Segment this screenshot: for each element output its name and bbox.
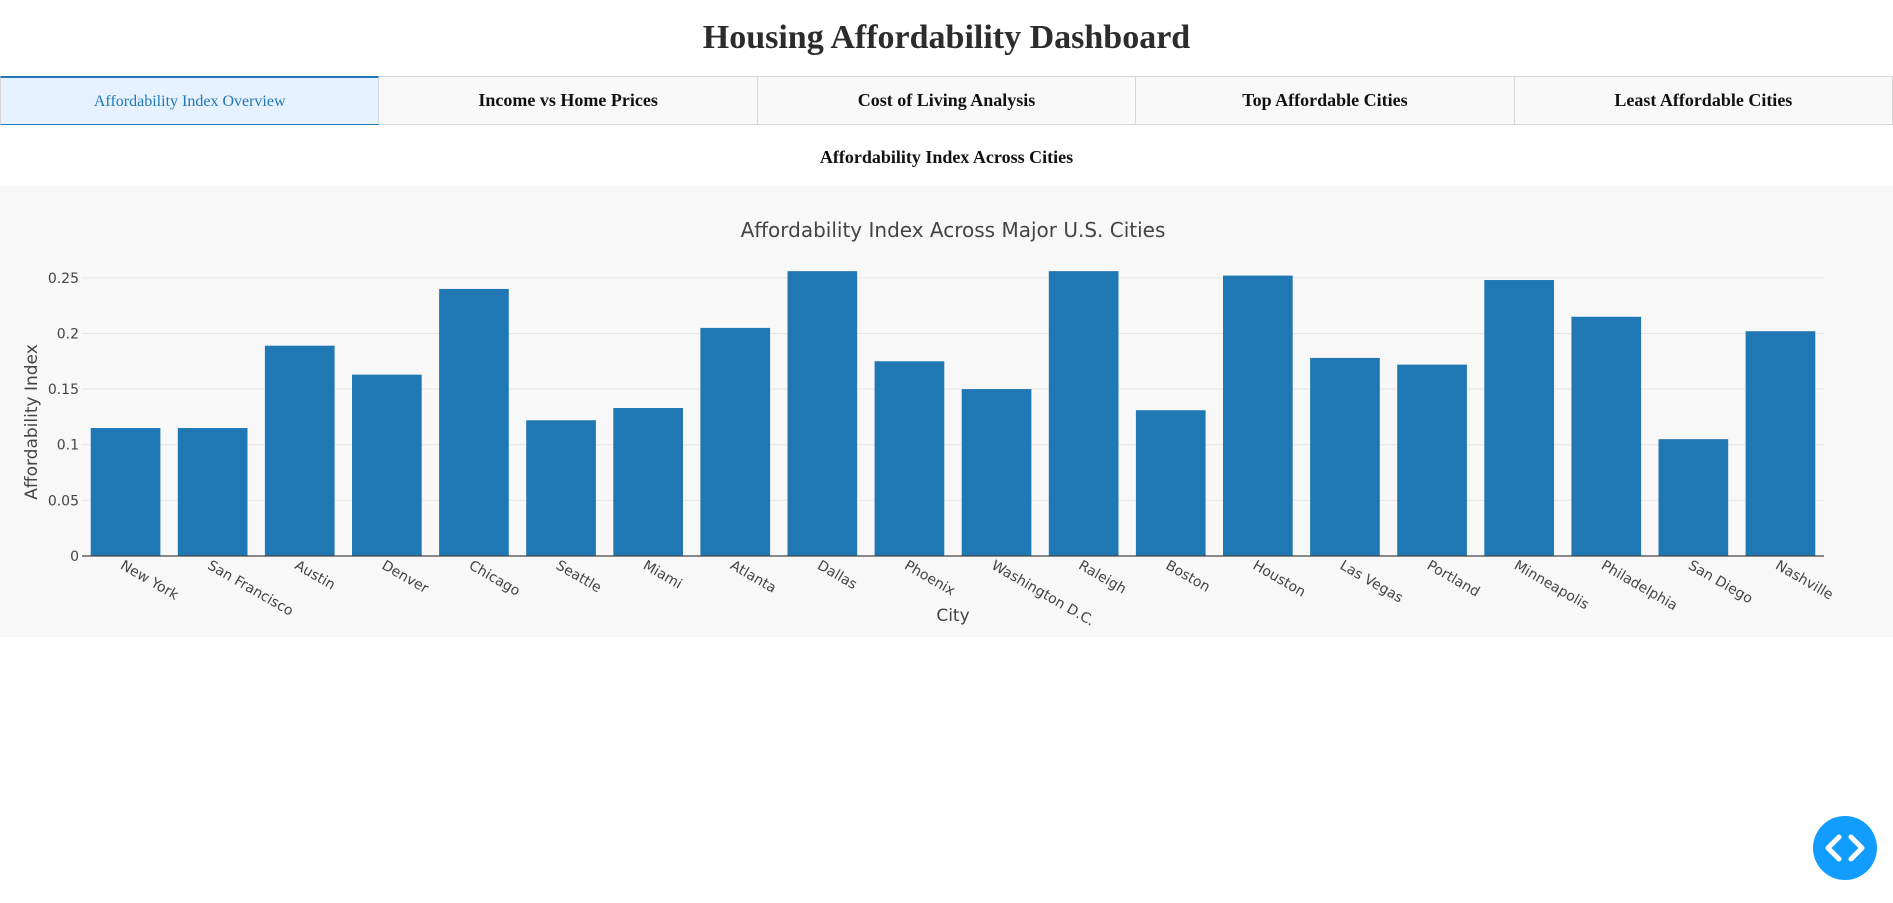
bar-atlanta[interactable] [700, 327, 771, 556]
x-tick-label: New York [118, 558, 182, 604]
y-tick-label: 0.25 [48, 271, 79, 287]
y-tick-label: 0.1 [57, 438, 79, 454]
bar-seattle[interactable] [526, 420, 596, 556]
bar-boston[interactable] [1135, 410, 1206, 556]
y-tick-label: 0.05 [48, 493, 79, 509]
x-tick-label: Las Vegas [1337, 558, 1406, 607]
x-tick-label: Denver [379, 558, 431, 597]
tab-bar: Affordability Index Overview Income vs H… [0, 76, 1893, 125]
tab-affordability-index-overview[interactable]: Affordability Index Overview [0, 76, 380, 125]
x-tick-label: Phoenix [901, 558, 957, 600]
x-tick-label: Dallas [814, 558, 859, 593]
y-tick-label: 0.2 [57, 326, 79, 342]
bar-minneapolis[interactable] [1484, 280, 1554, 556]
bar-chicago[interactable] [439, 288, 509, 556]
bar-nashville[interactable] [1745, 331, 1816, 556]
tab-income-vs-home-prices[interactable]: Income vs Home Prices [379, 76, 758, 125]
chart-bars [90, 271, 1816, 556]
x-tick-label: Seattle [553, 558, 604, 597]
y-axis-ticks: 0 0.05 0.1 0.15 0.2 0.25 [48, 271, 79, 565]
bar-san-diego[interactable] [1658, 439, 1729, 556]
code-brackets-icon [1825, 834, 1865, 862]
x-tick-label: Minneapolis [1511, 558, 1591, 614]
bar-portland[interactable] [1397, 364, 1467, 556]
x-tick-label: San Diego [1685, 558, 1755, 608]
x-tick-label: Miami [640, 558, 684, 593]
x-tick-label: Atlanta [727, 558, 779, 597]
chart-gridlines [82, 277, 1824, 501]
bar-washington-d-c[interactable] [961, 389, 1032, 556]
tab-cost-of-living-analysis[interactable]: Cost of Living Analysis [757, 76, 1137, 125]
x-tick-label: Boston [1163, 558, 1213, 596]
x-tick-label: Nashville [1772, 558, 1835, 604]
bar-austin[interactable] [264, 345, 335, 556]
chart-panel: Affordability Index Across Major U.S. Ci… [0, 186, 1893, 637]
section-heading: Affordability Index Across Cities [819, 147, 1074, 167]
page-title: Housing Affordability Dashboard [702, 19, 1191, 56]
code-toggle-button[interactable] [1813, 816, 1877, 880]
x-tick-label: San Francisco [205, 558, 296, 620]
y-axis-label: Affordability Index [22, 344, 42, 500]
chart-title: Affordability Index Across Major U.S. Ci… [741, 218, 1166, 242]
x-tick-label: Chicago [466, 558, 523, 600]
x-axis-label: City [936, 606, 969, 626]
bar-philadelphia[interactable] [1571, 316, 1642, 556]
bar-dallas[interactable] [787, 271, 858, 556]
bar-raleigh[interactable] [1048, 271, 1119, 556]
bar-new-york[interactable] [90, 428, 161, 556]
x-tick-label: Philadelphia [1598, 558, 1680, 615]
x-tick-label: Portland [1424, 558, 1482, 601]
x-tick-label: Austin [292, 558, 338, 594]
bar-phoenix[interactable] [874, 361, 945, 556]
tab-top-affordable-cities[interactable]: Top Affordable Cities [1136, 76, 1515, 125]
bar-las-vegas[interactable] [1310, 357, 1380, 556]
tab-least-affordable-cities[interactable]: Least Affordable Cities [1514, 76, 1893, 125]
bar-chart: Affordability Index Across Major U.S. Ci… [22, 218, 1836, 630]
bar-miami[interactable] [613, 408, 683, 556]
y-tick-label: 0.15 [48, 382, 79, 398]
bar-houston[interactable] [1223, 275, 1293, 556]
x-tick-label: Houston [1250, 558, 1308, 601]
bar-san-francisco[interactable] [177, 428, 248, 556]
x-tick-label: Raleigh [1076, 558, 1129, 598]
bar-denver[interactable] [352, 374, 422, 556]
y-tick-label: 0 [70, 549, 79, 565]
